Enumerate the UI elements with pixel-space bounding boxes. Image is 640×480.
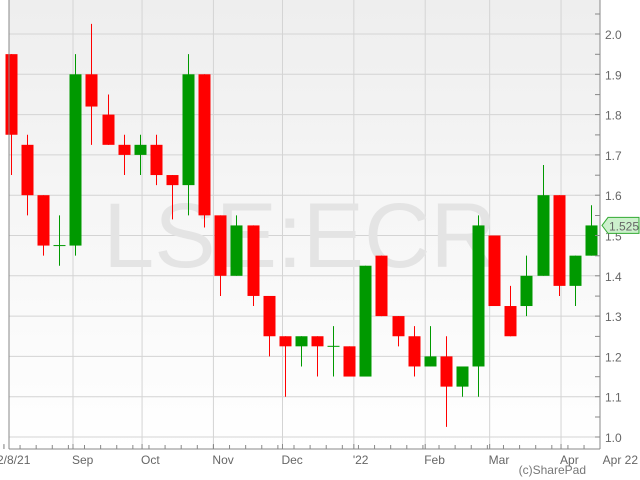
- candle-body: [537, 195, 550, 276]
- candle-body: [520, 275, 533, 307]
- candle: [553, 195, 566, 296]
- x-tick-label: Oct: [141, 453, 160, 467]
- x-end-label: Apr 22: [603, 453, 639, 467]
- candle-body: [247, 225, 260, 296]
- candle-body: [585, 225, 598, 256]
- candle: [327, 326, 340, 377]
- candle-body: [472, 225, 485, 367]
- candle-body: [295, 336, 308, 347]
- candle-body: [569, 255, 582, 286]
- candle: [230, 215, 243, 276]
- candle: [214, 215, 227, 296]
- credit-label: (c)SharePad: [519, 463, 586, 477]
- candle-body: [166, 175, 179, 186]
- x-tick-label: Sep: [72, 453, 94, 467]
- candle: [21, 134, 34, 216]
- candle-body: [456, 366, 469, 387]
- y-tick-label: 2.0: [605, 28, 622, 42]
- x-tick-label: Dec: [281, 453, 302, 467]
- candle: [520, 255, 533, 317]
- last-price-label: 1.525: [609, 219, 639, 233]
- candle-body: [311, 336, 324, 347]
- candle: [198, 74, 211, 228]
- candle-body: [21, 144, 34, 196]
- candle-body: [424, 356, 437, 367]
- candle-body: [214, 215, 227, 276]
- candle: [118, 134, 131, 176]
- candle-body: [182, 74, 195, 186]
- x-tick-label: Mar: [489, 453, 510, 467]
- candle-body: [408, 336, 421, 367]
- candle: [263, 295, 276, 357]
- candle-body: [69, 74, 82, 246]
- candle-body: [343, 346, 356, 377]
- candle: [585, 205, 598, 256]
- candle-body: [279, 336, 292, 347]
- candle-body: [118, 144, 131, 155]
- y-tick-label: 1.6: [605, 189, 622, 203]
- x-tick-label: Nov: [212, 453, 233, 467]
- y-tick-label: 1.0: [605, 431, 622, 445]
- candle: [408, 326, 421, 377]
- y-tick-label: 1.8: [605, 109, 622, 123]
- candle-body: [392, 316, 405, 337]
- candle: [295, 336, 308, 367]
- candle-body: [134, 144, 147, 155]
- candle: [488, 235, 501, 307]
- candle-body: [230, 225, 243, 276]
- candle-body: [553, 195, 566, 286]
- y-tick-label: 1.1: [605, 391, 622, 405]
- candle: [182, 54, 195, 216]
- candle: [359, 265, 372, 377]
- candle: [69, 54, 82, 256]
- candle-body: [375, 255, 388, 317]
- candle-body: [102, 114, 115, 145]
- candle-body: [85, 74, 98, 107]
- candle: [247, 225, 260, 307]
- candle-body: [263, 295, 276, 337]
- candle: [375, 255, 388, 317]
- candle: [504, 285, 517, 337]
- plot-area: [9, 0, 600, 449]
- x-tick-label: Apr: [560, 453, 579, 467]
- candle: [102, 94, 115, 145]
- candle: [279, 336, 292, 397]
- candle: [166, 175, 179, 220]
- candle-body: [5, 54, 18, 135]
- candle: [440, 336, 453, 427]
- watermark: LSE:ECR: [103, 185, 497, 287]
- candle: [150, 134, 163, 186]
- y-tick-label: 1.4: [605, 270, 622, 284]
- candle-body: [488, 235, 501, 307]
- candle: [472, 215, 485, 397]
- candle: [392, 316, 405, 347]
- candle: [37, 195, 50, 256]
- candle-body: [440, 356, 453, 387]
- candle-body: [359, 265, 372, 377]
- candle: [343, 346, 356, 377]
- x-tick-label: 2/8/21: [0, 453, 31, 467]
- candle: [424, 326, 437, 367]
- candle-body: [504, 306, 517, 337]
- candle: [85, 23, 98, 145]
- candle: [537, 164, 550, 276]
- candle: [456, 366, 469, 397]
- last-price-tag: [601, 216, 640, 234]
- candle: [569, 255, 582, 307]
- x-tick-label: '22: [353, 453, 369, 467]
- candle-body: [37, 195, 50, 246]
- candle: [311, 336, 324, 377]
- candle: [53, 215, 66, 266]
- candle-body: [198, 74, 211, 216]
- y-tick-label: 1.2: [605, 350, 622, 364]
- candle: [134, 134, 147, 176]
- y-tick-label: 1.7: [605, 149, 622, 163]
- y-tick-label: 1.3: [605, 310, 622, 324]
- candle-body: [150, 144, 163, 176]
- x-tick-label: Feb: [424, 453, 445, 467]
- y-tick-label: 1.9: [605, 68, 622, 82]
